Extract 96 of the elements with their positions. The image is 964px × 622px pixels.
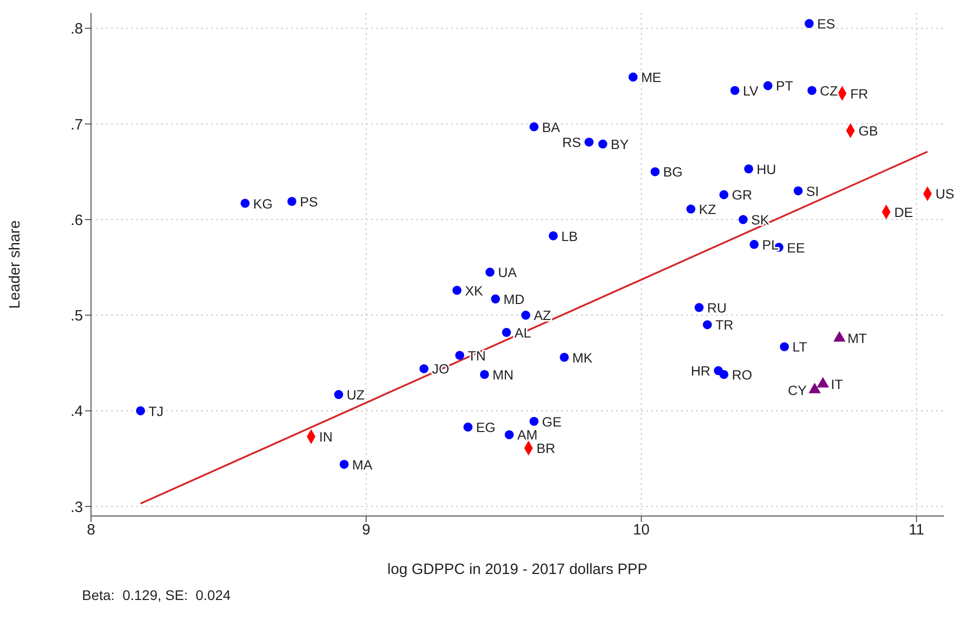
point — [744, 164, 754, 174]
y-tick-label: .4 — [70, 403, 83, 420]
annotation: ES — [817, 16, 836, 32]
annotation: CY — [788, 382, 807, 398]
annotation: UA — [498, 265, 517, 280]
text: Beta: 0.129, SE: 0.024 — [82, 587, 232, 603]
annotation: PS — [300, 194, 318, 210]
point — [529, 122, 539, 132]
point — [485, 268, 494, 277]
annotation: RU — [707, 300, 727, 316]
point — [584, 138, 594, 147]
annotation: TJ — [148, 404, 164, 419]
point — [816, 377, 830, 388]
point — [719, 190, 728, 200]
annotation: PL — [762, 237, 780, 252]
y-tick-label: .3 — [70, 498, 83, 516]
point — [628, 72, 638, 82]
annotation: LB — [561, 228, 578, 244]
annotation: BR — [536, 441, 556, 456]
y-tick-label: .6 — [70, 212, 83, 229]
x-axis-title: log GDPPC in 2019 - 2017 dollars PPP — [387, 561, 648, 578]
annotation: LT — [792, 340, 808, 355]
point — [730, 86, 740, 95]
annotation: GR — [732, 188, 752, 203]
annotation: BG — [663, 164, 683, 180]
point — [480, 370, 489, 379]
annotation: RO — [732, 367, 752, 382]
annotation: EE — [786, 240, 805, 256]
annotation: IT — [830, 377, 843, 392]
annotation: XK — [464, 283, 483, 298]
point — [598, 140, 608, 149]
annotation: CZ — [820, 83, 838, 98]
point — [686, 204, 696, 214]
point — [136, 406, 146, 416]
point — [287, 196, 296, 206]
point — [807, 86, 816, 95]
annotation: KZ — [698, 202, 716, 218]
annotation: DE — [894, 204, 913, 220]
point — [529, 416, 539, 426]
annotation: MD — [503, 292, 525, 307]
point — [504, 430, 514, 440]
x-tick-label: 10 — [632, 522, 650, 539]
x-tick-label: 11 — [908, 522, 924, 539]
annotation: AZ — [534, 308, 552, 324]
point — [452, 286, 462, 295]
point — [702, 320, 712, 330]
annotation: MT — [847, 331, 867, 346]
annotation: BA — [542, 120, 560, 135]
annotation: AM — [517, 428, 538, 443]
point — [719, 370, 728, 379]
point — [419, 364, 428, 374]
annotation: KG — [253, 196, 273, 212]
annotation: SK — [751, 212, 770, 228]
annotation: PT — [776, 78, 794, 94]
annotation: IN — [319, 430, 333, 445]
annotation: EG — [476, 420, 496, 436]
annotation: UZ — [346, 388, 365, 403]
point — [340, 460, 349, 469]
annotation: HU — [756, 162, 776, 177]
point — [694, 303, 704, 312]
annotation: HR — [690, 364, 711, 379]
annotation: GB — [858, 124, 878, 139]
point — [804, 19, 814, 28]
point — [521, 310, 530, 320]
point — [502, 328, 512, 337]
point — [780, 342, 789, 352]
annotation: BY — [610, 137, 629, 152]
annotation: US — [935, 186, 954, 202]
y-tick-label: .7 — [70, 116, 83, 134]
annotation: GE — [542, 414, 562, 430]
y-axis-title: Leader share — [6, 220, 24, 309]
point — [548, 231, 558, 240]
point — [334, 390, 344, 400]
x-tick-label: 8 — [86, 522, 96, 539]
annotation: TR — [715, 318, 734, 333]
point — [560, 352, 569, 362]
annotation: MK — [572, 350, 593, 366]
annotation: MN — [492, 367, 514, 382]
annotation: SI — [806, 184, 819, 199]
annotation: ME — [641, 70, 662, 86]
point — [794, 186, 803, 196]
y-tick-label: .8 — [70, 20, 83, 38]
point — [490, 294, 500, 304]
annotation: RS — [562, 135, 582, 150]
point — [455, 350, 464, 360]
annotation: FR — [850, 86, 868, 102]
point — [763, 81, 772, 90]
point — [738, 215, 748, 224]
y-tick-label: .5 — [70, 308, 83, 325]
point — [750, 240, 759, 249]
annotation: MA — [352, 457, 372, 472]
annotation: LV — [742, 83, 758, 98]
point — [240, 198, 250, 208]
point — [463, 422, 472, 432]
point — [650, 167, 660, 176]
x-tick-label: 9 — [362, 522, 370, 539]
